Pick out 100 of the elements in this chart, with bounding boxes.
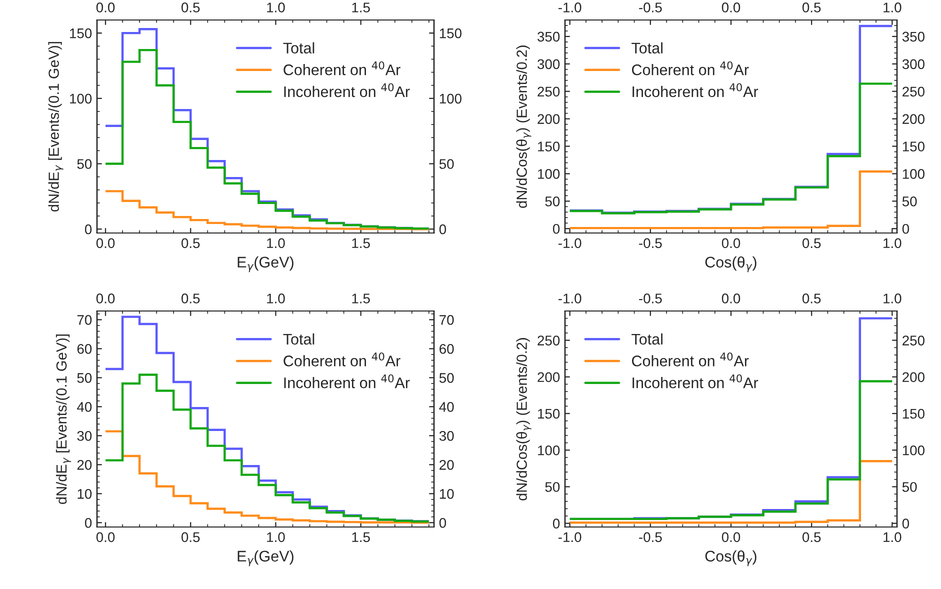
x-tick-label: 1.0 bbox=[267, 532, 285, 542]
x-tick-label: -1.0 bbox=[558, 532, 582, 542]
y2-tick-label: 50 bbox=[439, 159, 454, 169]
y2-tick-label: 50 bbox=[902, 482, 917, 492]
y2-tick-label: 0 bbox=[439, 224, 446, 234]
y2-tick-label: 100 bbox=[440, 94, 462, 104]
x-axis-title: Cos(θ$_{γ}$) bbox=[705, 550, 756, 566]
x2-tick-label: -0.5 bbox=[639, 2, 662, 12]
x2-tick-label: 0.0 bbox=[96, 2, 115, 12]
y-tick-label: 250 bbox=[538, 86, 560, 97]
x2-tick-label: 0.0 bbox=[722, 294, 740, 304]
x-axis-title: E$_{γ}$(GeV) bbox=[238, 550, 294, 566]
y-tick-label: 150 bbox=[70, 28, 92, 38]
y2-tick-label: 150 bbox=[440, 28, 462, 38]
x-tick-label: 1.0 bbox=[267, 238, 285, 248]
x2-tick-label: 0.5 bbox=[802, 294, 821, 304]
x-tick-label: 0.0 bbox=[722, 532, 740, 542]
x-axis-title: E$_{γ}$(GeV) bbox=[238, 256, 294, 272]
y-tick-label: 0 bbox=[552, 224, 560, 234]
y-tick-label: 40 bbox=[77, 402, 92, 412]
legend-label: Coherent on $^{40}$Ar bbox=[284, 61, 400, 76]
x-tick-label: 1.0 bbox=[884, 238, 902, 248]
x-tick-label: -0.5 bbox=[639, 532, 662, 542]
x-tick-label: 1.5 bbox=[352, 238, 370, 248]
y2-tick-label: 60 bbox=[440, 344, 454, 354]
y2-tick-label: 20 bbox=[440, 460, 454, 470]
y2-tick-label: 150 bbox=[902, 408, 924, 419]
legend-label: Incoherent on $^{40}$Ar bbox=[284, 374, 410, 388]
y2-tick-label: 300 bbox=[902, 59, 924, 70]
y-tick-label: 10 bbox=[78, 488, 92, 499]
x-tick-label: 0.5 bbox=[182, 532, 200, 542]
legend-label: Total bbox=[283, 42, 314, 54]
x2-tick-label: 0.5 bbox=[182, 2, 200, 12]
y-tick-label: 150 bbox=[538, 142, 560, 152]
y2-tick-label: 0 bbox=[902, 224, 910, 234]
y-tick-label: 70 bbox=[77, 315, 92, 325]
y2-tick-label: 30 bbox=[439, 431, 454, 441]
legend-label: Coherent on $^{40}$Ar bbox=[632, 352, 749, 366]
y2-tick-label: 100 bbox=[902, 169, 924, 179]
legend-label: Total bbox=[632, 333, 662, 345]
legend-label: Total bbox=[632, 42, 662, 54]
y-tick-label: 50 bbox=[77, 159, 92, 169]
y-axis-title: dN/dE$_{γ}$ [Events/(0.1 GeV)] bbox=[48, 42, 64, 212]
legend-label: Incoherent on $^{40}$Ar bbox=[284, 83, 410, 98]
y-tick-label: 0 bbox=[84, 224, 92, 234]
y-axis-title: dN/dE$_{γ}$ [Events/(0.1 GeV)] bbox=[56, 334, 72, 504]
y2-tick-label: 70 bbox=[440, 315, 454, 325]
y-tick-label: 200 bbox=[538, 372, 560, 382]
y2-tick-label: 0 bbox=[439, 518, 446, 528]
y-tick-label: 30 bbox=[77, 431, 92, 441]
x-tick-label: 0.5 bbox=[802, 238, 821, 248]
x-tick-label: 1.5 bbox=[352, 532, 370, 542]
y-tick-label: 200 bbox=[538, 114, 560, 124]
y-tick-label: 0 bbox=[84, 518, 92, 528]
x-axis-title: Cos(θ$_{γ}$) bbox=[705, 256, 756, 272]
x2-tick-label: -1.0 bbox=[558, 2, 582, 12]
x-tick-label: 0.0 bbox=[96, 238, 115, 248]
y-tick-label: 20 bbox=[77, 460, 92, 470]
x2-tick-label: 1.0 bbox=[267, 294, 285, 304]
y2-tick-label: 150 bbox=[902, 142, 924, 152]
legend-label: Incoherent on $^{40}$Ar bbox=[632, 374, 758, 388]
x2-tick-label: 1.0 bbox=[884, 2, 902, 12]
x-tick-label: -0.5 bbox=[639, 238, 662, 248]
y2-tick-label: 250 bbox=[902, 336, 924, 346]
x-tick-label: 1.0 bbox=[884, 532, 902, 542]
y2-tick-label: 350 bbox=[902, 32, 924, 42]
y2-tick-label: 250 bbox=[902, 86, 924, 97]
x2-tick-label: 0.5 bbox=[802, 2, 821, 12]
y-tick-label: 100 bbox=[538, 445, 560, 456]
y-tick-label: 350 bbox=[538, 32, 560, 42]
y-axis-title: dN/dCos(θ$_{γ}$) (Events/0.2) bbox=[516, 46, 532, 208]
legend-label: Coherent on $^{40}$Ar bbox=[284, 352, 400, 366]
x2-tick-label: -0.5 bbox=[639, 294, 662, 304]
y2-tick-label: 100 bbox=[902, 445, 924, 456]
y2-tick-label: 200 bbox=[902, 372, 924, 382]
x2-tick-label: -1.0 bbox=[558, 294, 582, 304]
x2-tick-label: 0.0 bbox=[96, 294, 115, 304]
y-tick-label: 50 bbox=[545, 196, 560, 206]
x-tick-label: 0.5 bbox=[182, 238, 200, 248]
y2-tick-label: 50 bbox=[439, 373, 454, 383]
legend-label: Coherent on $^{40}$Ar bbox=[632, 61, 749, 76]
y-tick-label: 50 bbox=[545, 482, 560, 492]
x-tick-label: 0.5 bbox=[802, 532, 821, 542]
x2-tick-label: 1.0 bbox=[267, 2, 285, 12]
y-tick-label: 0 bbox=[552, 518, 560, 529]
x-tick-label: -1.0 bbox=[558, 238, 582, 248]
x2-tick-label: 1.5 bbox=[352, 2, 370, 12]
y-tick-label: 60 bbox=[77, 344, 92, 354]
y-tick-label: 100 bbox=[70, 94, 92, 104]
x2-tick-label: 1.5 bbox=[352, 294, 370, 304]
y2-tick-label: 0 bbox=[902, 518, 910, 529]
x-tick-label: 0.0 bbox=[722, 238, 740, 248]
y-axis-title: dN/dCos(θ$_{γ}$) (Events/0.2) bbox=[516, 338, 532, 500]
y-tick-label: 300 bbox=[538, 59, 560, 70]
y-tick-label: 250 bbox=[538, 336, 560, 346]
y2-tick-label: 50 bbox=[902, 196, 917, 206]
x2-tick-label: 0.0 bbox=[722, 2, 740, 12]
y-tick-label: 150 bbox=[538, 408, 560, 419]
y-tick-label: 100 bbox=[538, 169, 560, 179]
x-tick-label: 0.0 bbox=[96, 532, 115, 542]
